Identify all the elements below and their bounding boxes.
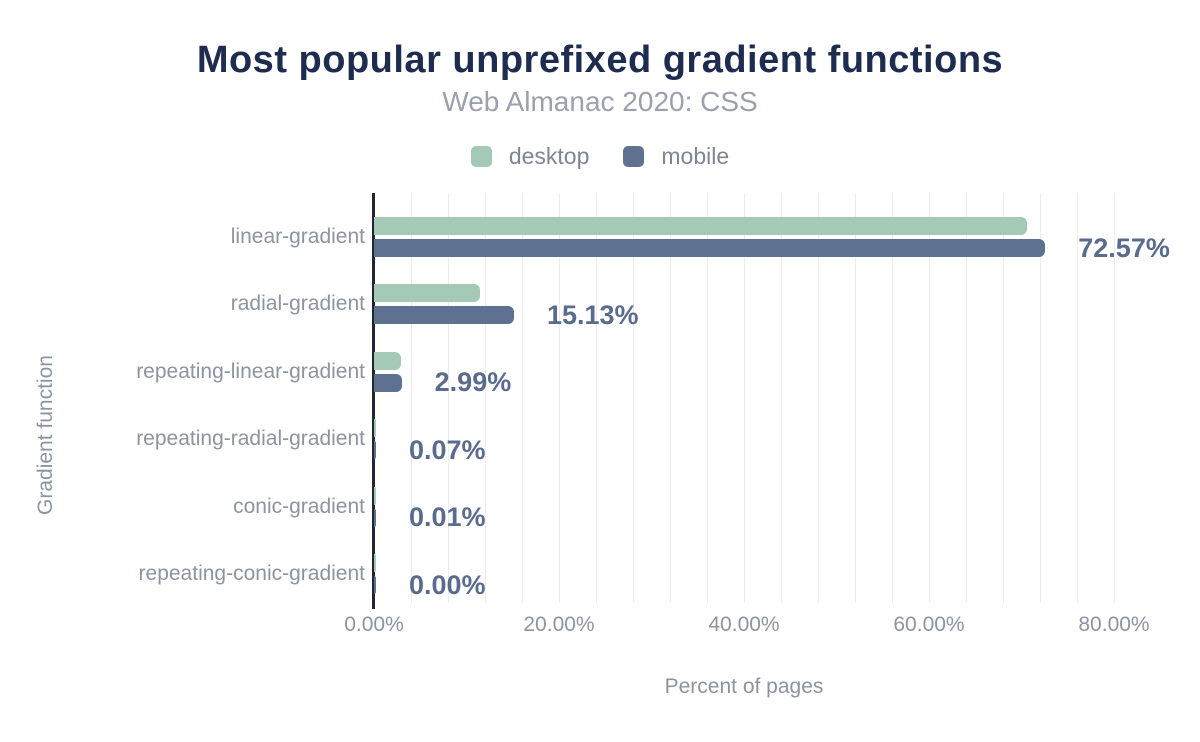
category-label: linear-gradient bbox=[230, 225, 365, 248]
plot-area: Percent of pages 0.00% 20.00% 40.00% 60.00%… bbox=[136, 193, 1170, 698]
legend-item-desktop: desktop bbox=[470, 143, 590, 170]
gridline bbox=[892, 193, 893, 603]
mobile-bar bbox=[374, 239, 1046, 257]
gridline bbox=[855, 193, 856, 603]
gridline bbox=[596, 193, 597, 603]
desktop-bar bbox=[374, 554, 376, 572]
x-tick-label: 20.00% bbox=[523, 613, 595, 636]
mobile-bar bbox=[374, 441, 376, 460]
gridline bbox=[1114, 193, 1115, 603]
value-label: 2.99% bbox=[434, 367, 512, 398]
chart-title: Most popular unprefixed gradient functio… bbox=[196, 39, 1004, 81]
mobile-bar bbox=[374, 576, 376, 594]
y-axis-line bbox=[372, 193, 375, 609]
gridline bbox=[818, 193, 819, 603]
desktop-bar bbox=[374, 351, 401, 370]
value-label: 72.57% bbox=[1078, 232, 1170, 263]
gridline bbox=[707, 193, 708, 603]
legend-item-mobile: mobile bbox=[623, 143, 729, 170]
gridline bbox=[411, 193, 412, 603]
gridline bbox=[781, 193, 782, 603]
gridline bbox=[559, 193, 560, 603]
value-label: 15.13% bbox=[546, 299, 639, 330]
gridline bbox=[1077, 193, 1078, 603]
gridline bbox=[633, 193, 634, 603]
legend: desktop mobile bbox=[0, 143, 1200, 170]
desktop-swatch-icon bbox=[470, 146, 492, 167]
desktop-bar bbox=[374, 217, 1028, 235]
x-tick-label: 80.00% bbox=[1078, 613, 1150, 636]
x-axis-title: Percent of pages bbox=[664, 675, 824, 698]
category-label: repeating-linear-gradient bbox=[136, 359, 365, 383]
desktop-bar bbox=[374, 486, 376, 505]
legend-label-mobile: mobile bbox=[661, 143, 730, 169]
mobile-bar bbox=[374, 306, 514, 325]
x-tick-label: 0.00% bbox=[344, 613, 404, 636]
gridline bbox=[744, 193, 745, 603]
gridline bbox=[929, 193, 930, 603]
gridline bbox=[1040, 193, 1041, 603]
mobile-bar bbox=[374, 508, 376, 527]
x-tick-label: 40.00% bbox=[708, 613, 780, 636]
x-tick-label: 60.00% bbox=[893, 613, 965, 636]
gridline bbox=[966, 193, 967, 603]
desktop-bar bbox=[374, 284, 481, 303]
value-label: 0.01% bbox=[409, 502, 486, 533]
gridline bbox=[670, 193, 671, 603]
category-label: conic-gradient bbox=[233, 494, 365, 518]
gridline bbox=[522, 193, 523, 603]
value-label: 0.00% bbox=[409, 569, 486, 600]
gridline bbox=[1003, 193, 1004, 603]
category-label: repeating-conic-gradient bbox=[138, 562, 365, 585]
gridline bbox=[485, 193, 486, 603]
chart-subtitle: Web Almanac 2020: CSS bbox=[442, 86, 758, 117]
category-label: radial-gradient bbox=[230, 292, 365, 316]
desktop-bar bbox=[374, 419, 376, 438]
gridline bbox=[448, 193, 449, 603]
category-label: repeating-radial-gradient bbox=[136, 427, 365, 451]
mobile-bar bbox=[374, 373, 402, 392]
value-label: 0.07% bbox=[409, 434, 486, 465]
legend-label-desktop: desktop bbox=[508, 143, 590, 169]
mobile-swatch-icon bbox=[623, 146, 645, 167]
